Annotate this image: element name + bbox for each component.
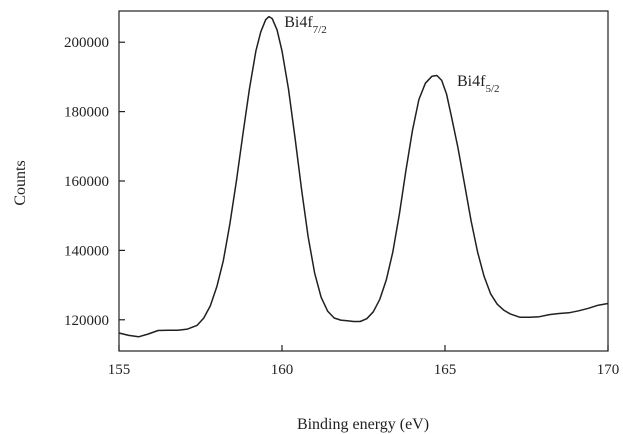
peak-annotation: Bi4f7/2 <box>284 14 327 36</box>
series-line <box>118 15 609 338</box>
y-tick-label: 140000 <box>64 243 109 259</box>
plot-frame <box>118 10 609 352</box>
y-tick-label: 180000 <box>64 105 109 121</box>
annotation-group: Bi4f7/2 Bi4f5/2 <box>284 14 499 95</box>
x-tick-label: 165 <box>434 362 457 378</box>
y-tick-label: 200000 <box>64 35 109 51</box>
y-tick-label: 160000 <box>64 174 109 190</box>
y-tick-label: 120000 <box>64 313 109 329</box>
x-tick-label: 155 <box>108 362 131 378</box>
peak-annotation-subscript: 7/2 <box>313 24 327 36</box>
x-tick-label: 160 <box>271 362 294 378</box>
x-tick-label: 170 <box>597 362 620 378</box>
tick-group: 155 160 165 170 120000 140000 160000 180000 2000… <box>64 35 619 378</box>
x-axis-title: Binding energy (eV) <box>297 416 429 433</box>
peak-annotation: Bi4f5/2 <box>457 73 500 95</box>
y-axis-title: Counts <box>12 160 29 205</box>
peak-annotation-subscript: 5/2 <box>485 83 499 95</box>
